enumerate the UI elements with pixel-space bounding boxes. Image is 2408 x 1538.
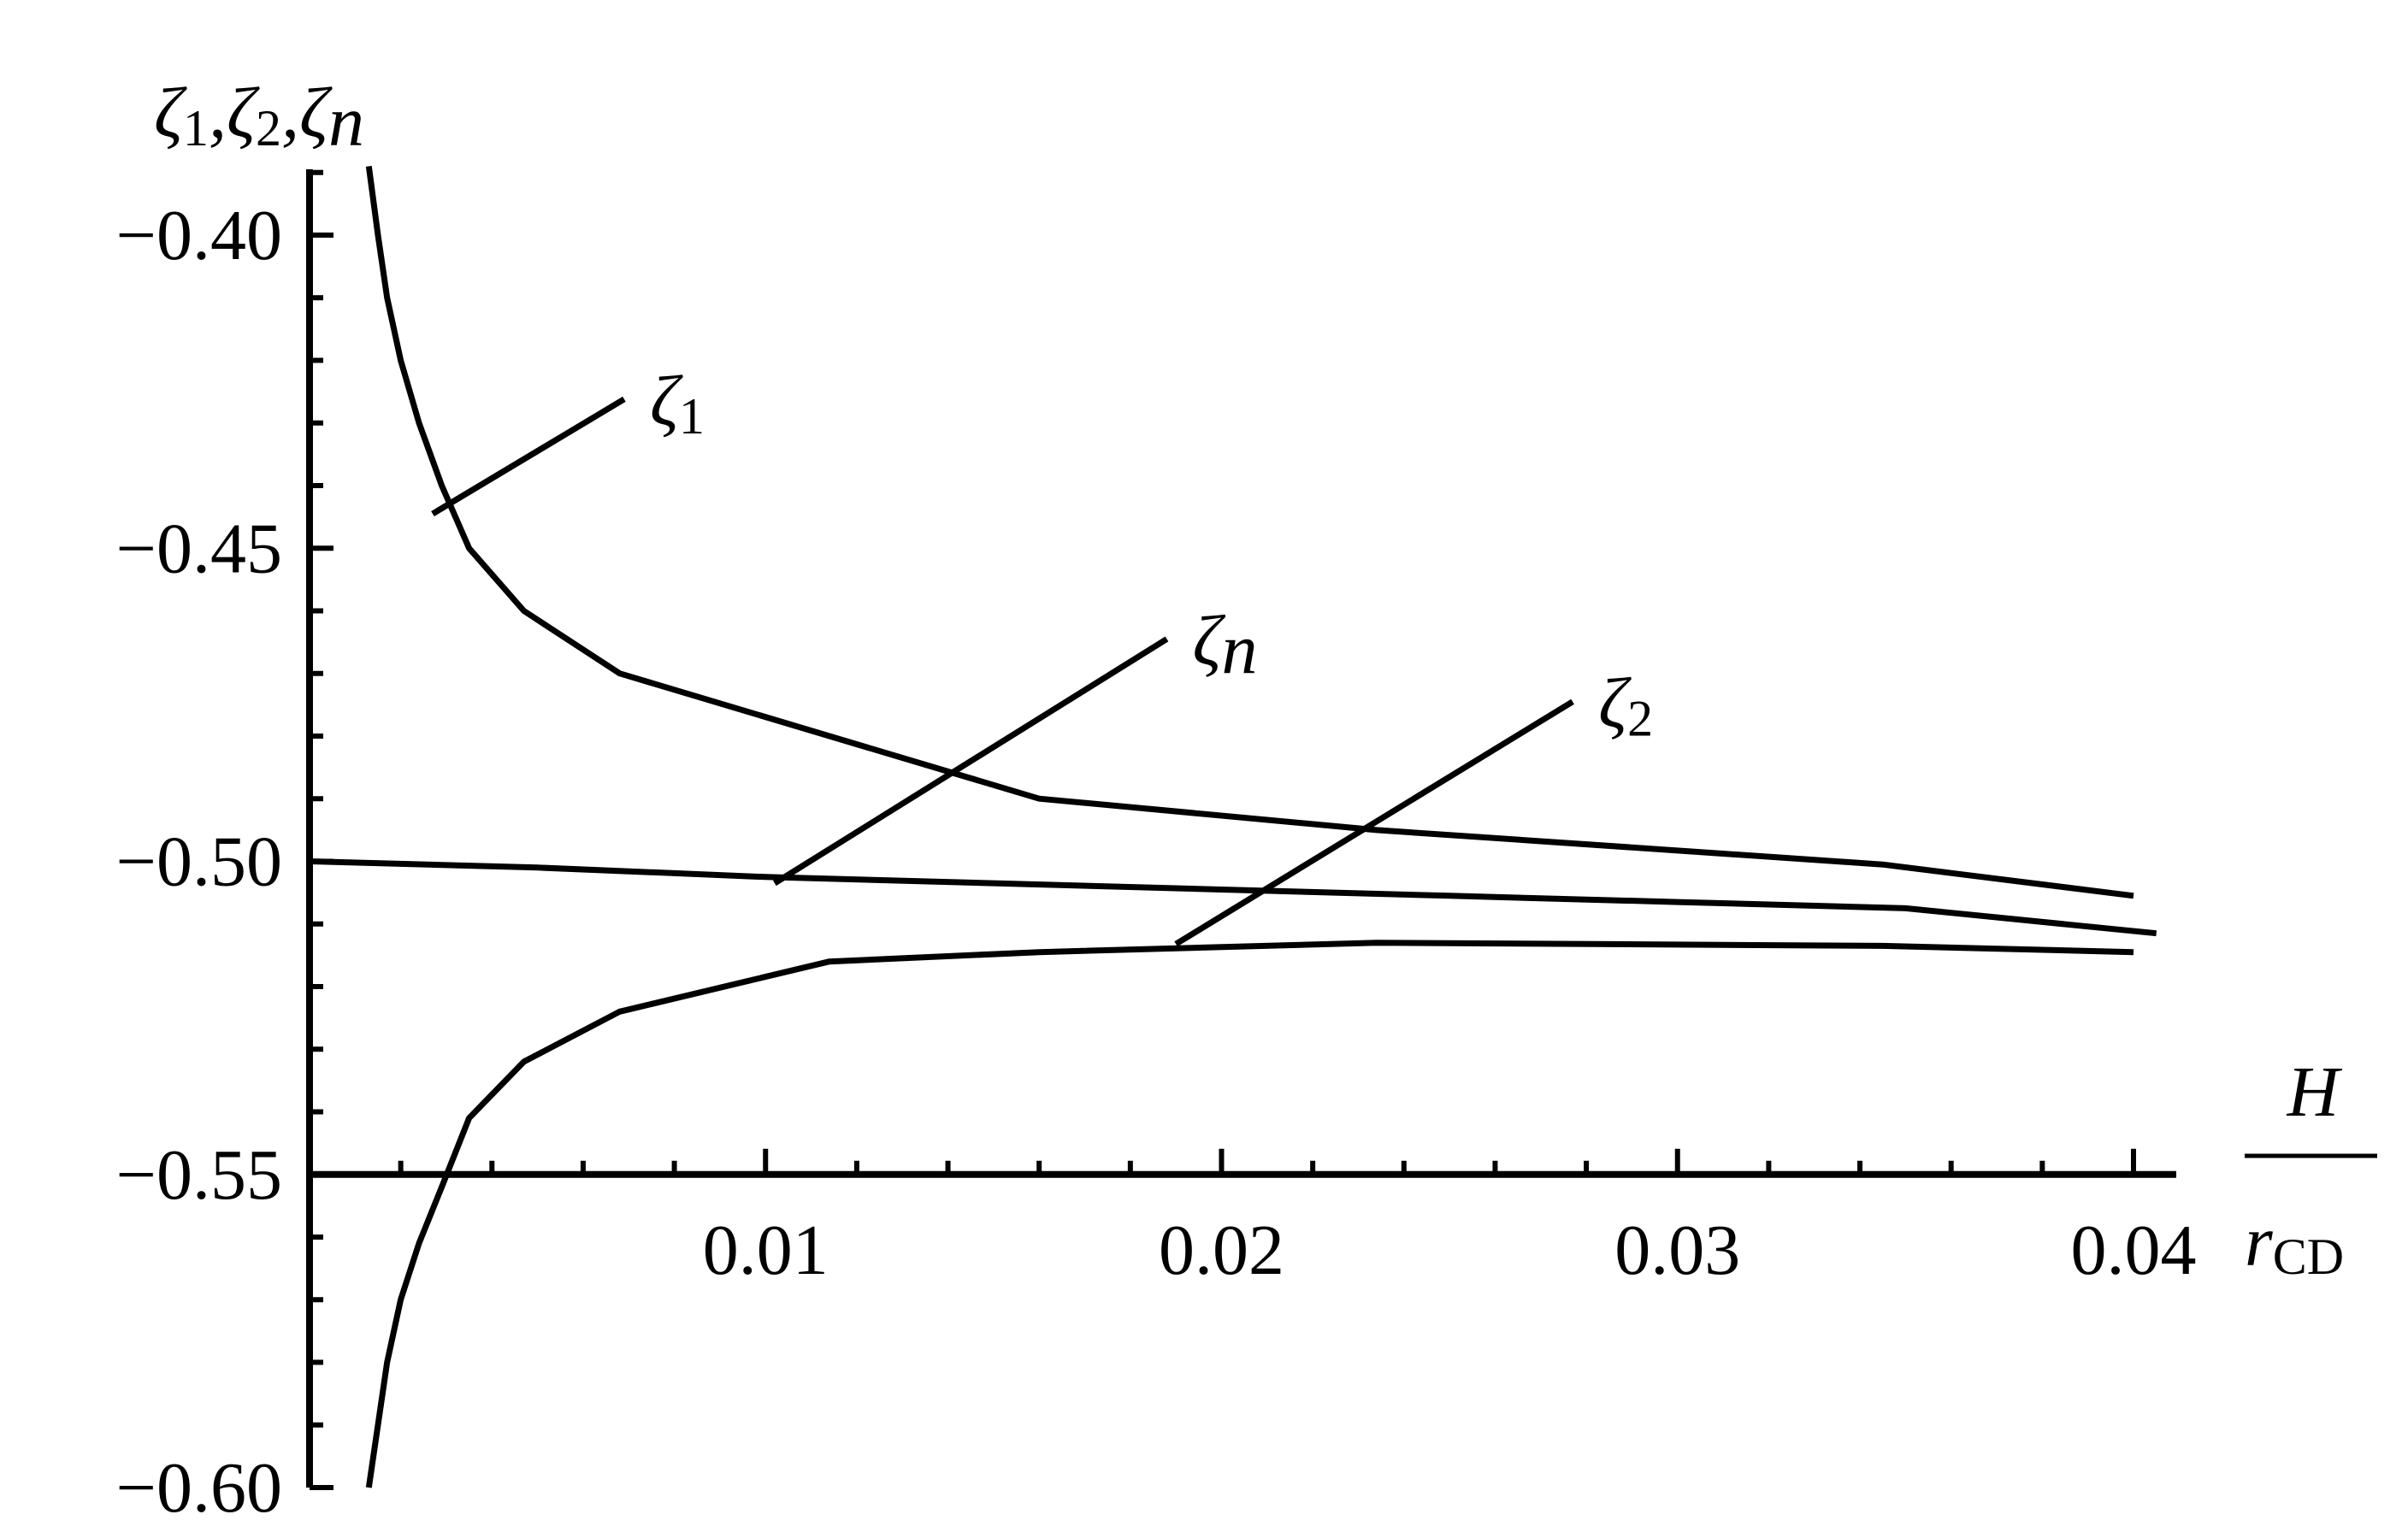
y-ticks	[310, 169, 333, 1490]
series-line-zeta-1	[365, 165, 2134, 899]
series-label: ζ1	[650, 362, 705, 445]
leader-line	[1174, 698, 1574, 947]
series-line-zeta-n	[309, 858, 2157, 937]
y-axis-title: ζ1,ζ2,ζn	[154, 74, 364, 162]
x-tick-labels: 0.01 0.02 0.03 0.04	[703, 1211, 2197, 1290]
x-axis-title: H rCD	[2245, 1052, 2377, 1285]
x-tick-label: 0.04	[2071, 1211, 2197, 1290]
curves	[309, 165, 2157, 1488]
series-label: ζn	[1193, 601, 1258, 689]
leader-line	[431, 396, 626, 516]
y-tick-label: −0.55	[116, 1135, 282, 1215]
curve-labels: ζ1 ζn ζ2	[650, 362, 1653, 747]
leader-line	[773, 636, 1169, 887]
x-tick-label: 0.03	[1614, 1211, 1740, 1290]
x-axis-title-numerator: H	[2287, 1052, 2343, 1132]
x-axis-title-denominator: rCD	[2245, 1202, 2344, 1285]
x-tick-label: 0.01	[703, 1211, 829, 1290]
x-ticks	[398, 1148, 2136, 1175]
series-line-zeta-2	[365, 940, 2134, 1488]
leaders	[431, 396, 1574, 947]
y-tick-label: −0.50	[116, 822, 282, 902]
y-tick-label: −0.45	[116, 509, 282, 588]
axes: −0.40−0.45−0.50−0.55−0.60 0.01 0.02 0.03 0.…	[116, 169, 2197, 1528]
series-label: ζ2	[1598, 664, 1653, 747]
y-tick-labels: −0.40 −0.45 −0.50 −0.55 −0.60	[116, 196, 282, 1528]
x-tick-label: 0.02	[1159, 1211, 1284, 1290]
y-tick-label: −0.60	[116, 1448, 282, 1528]
y-tick-label: −0.40	[116, 196, 282, 275]
